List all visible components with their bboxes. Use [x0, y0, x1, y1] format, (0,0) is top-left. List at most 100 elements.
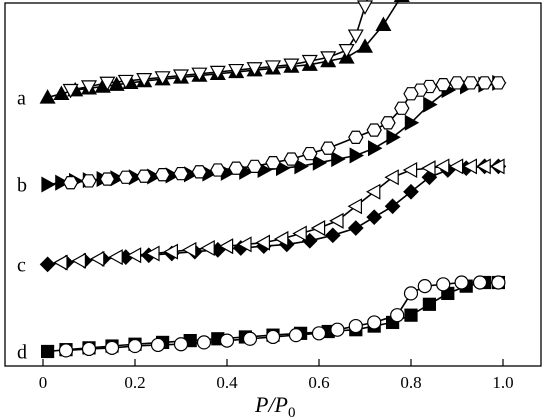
- data-point: [384, 169, 399, 186]
- data-point: [255, 234, 270, 251]
- data-point: [330, 322, 345, 337]
- data-point: [210, 163, 226, 177]
- data-point: [191, 165, 208, 179]
- data-point: [390, 308, 405, 323]
- data-point: [41, 176, 56, 193]
- data-point: [365, 183, 381, 200]
- data-point: [301, 54, 318, 70]
- data-point: [384, 198, 401, 215]
- data-point: [404, 308, 418, 322]
- data-point: [417, 279, 432, 294]
- data-point: [491, 275, 506, 290]
- series-label-a: a: [17, 87, 26, 109]
- data-point: [386, 129, 401, 146]
- data-point: [403, 286, 419, 301]
- data-point: [368, 140, 383, 157]
- data-point: [196, 335, 212, 350]
- data-point: [81, 341, 97, 357]
- data-point: [273, 230, 289, 247]
- series-a: [39, 0, 410, 104]
- data-point: [423, 96, 438, 113]
- data-point: [366, 209, 383, 226]
- data-point: [219, 333, 235, 348]
- data-point: [375, 16, 392, 31]
- data-point: [311, 326, 327, 341]
- data-point: [71, 252, 87, 269]
- data-point: [53, 85, 70, 100]
- x-tick-label: 1.0: [492, 373, 513, 392]
- data-point: [380, 116, 396, 130]
- data-point: [228, 63, 245, 79]
- data-point: [99, 172, 116, 186]
- data-point: [366, 123, 382, 137]
- data-point: [403, 183, 419, 200]
- data-point: [283, 58, 300, 73]
- data-point: [99, 76, 116, 92]
- data-point: [331, 151, 346, 168]
- data-point: [320, 51, 337, 66]
- data-point: [404, 114, 420, 131]
- data-point: [490, 76, 507, 90]
- x-tick-label: 0: [39, 373, 48, 392]
- data-point: [228, 161, 244, 175]
- data-point: [347, 198, 362, 215]
- plot-frame: [4, 2, 542, 367]
- data-point: [422, 297, 436, 311]
- series-b: [41, 74, 507, 193]
- data-point: [312, 154, 328, 171]
- data-point: [288, 328, 304, 343]
- data-point: [320, 141, 336, 155]
- series-label-c: c: [17, 254, 26, 276]
- data-point: [434, 158, 450, 175]
- data-point: [402, 161, 418, 178]
- data-point: [55, 174, 70, 191]
- data-point: [126, 247, 142, 264]
- data-point: [62, 176, 79, 190]
- data-point: [173, 166, 189, 181]
- data-point: [246, 159, 263, 174]
- data-point: [348, 318, 363, 334]
- x-tick-label: 0.4: [216, 373, 238, 392]
- data-point: [435, 78, 451, 92]
- data-point: [347, 29, 364, 44]
- data-point: [145, 245, 160, 262]
- data-point: [302, 146, 318, 161]
- data-point: [108, 249, 123, 266]
- data-point: [454, 275, 469, 290]
- data-point: [39, 256, 56, 273]
- x-tick-label: 0.2: [124, 373, 145, 392]
- data-point: [283, 152, 300, 166]
- data-point: [40, 344, 55, 359]
- data-point: [476, 158, 491, 175]
- data-point: [449, 76, 465, 90]
- data-point: [265, 329, 281, 345]
- data-point: [310, 220, 326, 237]
- series-layer: [39, 0, 507, 359]
- data-point: [421, 160, 436, 177]
- data-point: [104, 340, 120, 355]
- data-point: [356, 0, 374, 15]
- data-point: [117, 74, 134, 90]
- data-point: [324, 227, 341, 244]
- data-point: [462, 158, 477, 175]
- data-point: [181, 241, 197, 258]
- data-point: [118, 170, 134, 184]
- data-point: [237, 236, 252, 253]
- data-point: [62, 83, 79, 99]
- data-point: [80, 80, 98, 95]
- series-a-desorption-line: [70, 0, 368, 91]
- series-label-d: d: [17, 341, 27, 363]
- data-point: [53, 254, 68, 271]
- data-point: [200, 240, 215, 257]
- series-c: [39, 158, 507, 273]
- data-point: [150, 337, 166, 353]
- series-d: [40, 275, 506, 359]
- data-point: [367, 315, 382, 330]
- data-point: [154, 168, 171, 182]
- data-point: [265, 156, 281, 170]
- data-point: [108, 76, 125, 91]
- data-point: [463, 76, 479, 90]
- data-point: [136, 169, 152, 183]
- data-point: [209, 65, 226, 81]
